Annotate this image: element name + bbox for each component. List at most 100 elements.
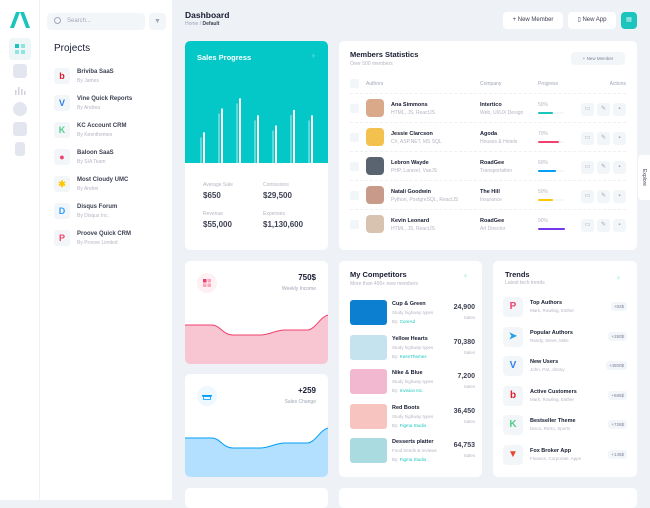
new-member-label: New Member — [517, 17, 554, 23]
competitor-name[interactable]: Desserts platter — [392, 439, 434, 445]
search-input[interactable]: Search... — [47, 13, 145, 30]
chart-icon[interactable] — [13, 83, 27, 97]
competitor-name[interactable]: Red Boots — [392, 404, 420, 411]
project-item[interactable]: ✱ Most Cloudy UMC By Andrei — [54, 176, 164, 198]
project-item[interactable]: V Vine Quick Reports By Andrea — [54, 95, 164, 117]
new-member-button[interactable]: + New Member — [503, 12, 563, 29]
sales-change-value: +259 — [297, 386, 316, 395]
switch-icon[interactable]: ▭ — [581, 132, 594, 145]
new-app-button[interactable]: ▯ New App — [568, 12, 616, 29]
competitor-item[interactable]: Red Boots Study highway types By: Figma St… — [350, 403, 475, 432]
col-company[interactable]: Company — [480, 81, 502, 87]
trend-badge: +82$ — [610, 302, 627, 311]
project-item[interactable]: K KC Account CRM By Keenthemes — [54, 122, 164, 144]
competitor-author-link[interactable]: Figma Studio — [399, 457, 427, 462]
row-checkbox[interactable] — [350, 220, 359, 229]
trend-item[interactable]: b Active Customers Mark, Rowling, Esther +6… — [503, 385, 627, 408]
trend-name[interactable]: New Users — [530, 359, 559, 365]
edit-icon[interactable]: ✎ — [597, 190, 610, 203]
competitor-author-link[interactable]: Figma Studio — [399, 422, 427, 428]
menu-icon[interactable]: ⁘ — [311, 54, 317, 60]
competitor-author-link[interactable]: CoreAd — [399, 319, 416, 324]
sales-change-card: +259 Sales Change — [185, 374, 328, 477]
edit-icon[interactable]: ✎ — [597, 132, 610, 145]
member-name[interactable]: Natali Goodwin — [391, 189, 432, 195]
trend-item[interactable]: ➤ Popular Authors Randy, Steve, Mike +280$ — [503, 326, 627, 349]
row-checkbox[interactable] — [350, 104, 359, 113]
switch-icon[interactable]: ▭ — [581, 190, 594, 203]
trend-item[interactable]: V New Users John, Pat, Jimmy +4500$ — [503, 356, 627, 378]
competitor-name[interactable]: Cup & Green — [392, 301, 426, 307]
edit-icon[interactable]: ✎ — [597, 103, 610, 116]
layers-icon[interactable] — [13, 122, 27, 136]
row-checkbox[interactable] — [350, 162, 359, 171]
explore-tab[interactable]: Explore — [638, 155, 650, 200]
sales-bar — [311, 115, 313, 163]
filter-button[interactable]: ▼ — [149, 13, 166, 30]
trend-item[interactable]: ▼ Fox Broker App Finance, Corporate, Apps +… — [503, 444, 627, 467]
member-company[interactable]: RoadGee — [480, 160, 505, 166]
switch-icon[interactable]: ▭ — [581, 161, 594, 174]
dashboard-icon[interactable] — [9, 38, 31, 60]
document-icon[interactable] — [15, 142, 25, 156]
edit-icon[interactable]: ✎ — [597, 219, 610, 232]
competitor-name[interactable]: Nike & Blue — [392, 370, 423, 376]
delete-icon[interactable]: ▪ — [613, 103, 626, 116]
progress-label: 50% — [538, 189, 549, 195]
sales-bar — [203, 132, 205, 163]
member-company[interactable]: RoadGee — [480, 218, 505, 224]
sales-progress-chart: Sales Progress ⁘ — [185, 41, 328, 163]
menu-icon[interactable]: ⁘ — [616, 276, 622, 282]
competitor-item[interactable]: Yellow Hearts Study highway types By: Keen… — [350, 334, 475, 363]
delete-icon[interactable]: ▪ — [613, 190, 626, 203]
competitor-by: By: Figma Studio — [392, 423, 426, 428]
breadcrumb-home[interactable]: Home — [185, 21, 199, 27]
delete-icon[interactable]: ▪ — [613, 132, 626, 145]
row-checkbox[interactable] — [350, 133, 359, 142]
trend-name[interactable]: Popular Authors — [530, 329, 573, 336]
trend-item[interactable]: P Top Authors Mark, Rowling, Esther +82$ — [503, 297, 627, 319]
trend-name[interactable]: Fox Broker App — [530, 447, 572, 454]
logo-icon[interactable] — [10, 12, 30, 28]
competitor-name[interactable]: Yellow Hearts — [392, 335, 428, 342]
menu-icon[interactable]: ⁘ — [463, 274, 469, 280]
shield-icon[interactable] — [13, 102, 27, 116]
chat-button[interactable]: ▤ — [621, 12, 637, 29]
trend-item[interactable]: K Bestseller Theme Disco, Retro, Sports +72… — [503, 415, 627, 437]
delete-icon[interactable]: ▪ — [613, 161, 626, 174]
project-item[interactable]: P Proove Quick CRM By Proove Limited — [54, 230, 164, 252]
member-company[interactable]: Intertico — [480, 102, 502, 108]
competitor-item[interactable]: Cup & Green Study highway types By: CoreAd… — [350, 300, 475, 328]
select-all-checkbox[interactable] — [350, 79, 359, 88]
trend-name[interactable]: Active Customers — [530, 388, 577, 395]
member-company[interactable]: The Hill — [480, 189, 500, 195]
project-item[interactable]: b Briviba SaaS By James — [54, 68, 164, 90]
sales-bar-shadow — [218, 113, 220, 163]
switch-icon[interactable]: ▭ — [581, 219, 594, 232]
members-new-member-button[interactable]: + New Member — [571, 52, 625, 65]
competitor-author-link[interactable]: Invision Inc. — [399, 388, 424, 393]
member-name[interactable]: Kevin Leonard — [391, 218, 430, 224]
member-name[interactable]: Lebron Wayde — [391, 160, 429, 166]
member-company[interactable]: Agoda — [480, 131, 498, 137]
sales-label: Sales — [463, 384, 475, 389]
col-progress[interactable]: Progress — [538, 81, 559, 87]
sales-change-label: Sales Change — [284, 399, 316, 405]
trend-logo-icon: K — [503, 415, 523, 435]
project-item[interactable]: ● Baloon SaaS By SIA Team — [54, 149, 164, 171]
edit-icon[interactable]: ✎ — [597, 161, 610, 174]
member-name[interactable]: Jessie Clarcson — [391, 131, 433, 137]
project-item[interactable]: D Disqus Forum By Disqus Inc. — [54, 203, 164, 225]
trend-name[interactable]: Top Authors — [530, 300, 563, 306]
competitor-item[interactable]: Desserts platter Food trends & reviews By:… — [350, 438, 475, 466]
competitor-author-link[interactable]: KeenThemes — [399, 353, 427, 359]
competitor-item[interactable]: Nike & Blue Study highway types By: Invisi… — [350, 369, 475, 397]
col-authors[interactable]: Authors — [366, 81, 384, 87]
briefcase-icon[interactable] — [13, 64, 27, 78]
switch-icon[interactable]: ▭ — [581, 103, 594, 116]
trend-name[interactable]: Bestseller Theme — [530, 418, 576, 424]
member-name[interactable]: Ana Simmons — [391, 102, 428, 108]
row-checkbox[interactable] — [350, 191, 359, 200]
by-label: By: — [392, 457, 399, 462]
delete-icon[interactable]: ▪ — [613, 219, 626, 232]
